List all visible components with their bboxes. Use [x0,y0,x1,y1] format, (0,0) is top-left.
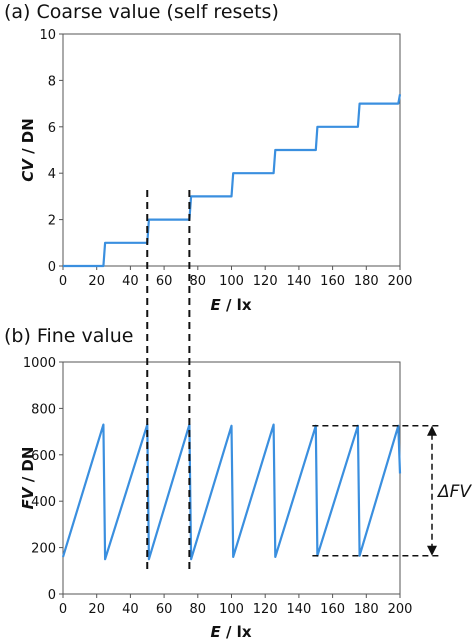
panel-b-x-tick-label: 120 [253,602,278,617]
panel-a-plot-frame [62,33,401,267]
panel-a-x-axis-label: E / lx [211,296,252,314]
panel-b-series [61,423,402,561]
panel-b-x-tick-label: 200 [388,602,413,617]
panel-b-x-axis-label: E / lx [211,623,252,641]
panel-a-x-tick-label: 80 [190,274,207,289]
panel-a-y-tick-label: 4 [48,167,56,182]
panel-b-x-tick-label: 40 [122,602,139,617]
panel-a-y-axis-label-unit: / DN [19,118,37,159]
panel-b-x-tick-label: 140 [286,602,311,617]
delta-fv-label: ΔFV [436,482,472,502]
arrow-up-icon [427,425,437,436]
panel-a-y-tick-label: 8 [48,74,56,89]
panel-b-y-tick-label: 600 [31,449,56,464]
panel-a-x-tick-label: 20 [88,274,105,289]
panel-b-y-tick-label: 400 [31,495,56,510]
panel-a-x-tick-label: 200 [388,274,413,289]
panel-a-y-tick-label: 0 [48,260,56,275]
panel-b-x-tick-label: 0 [59,602,67,617]
panel-b-y-tick-label: 1000 [23,356,56,371]
panel-a-x-tick-label: 180 [354,274,379,289]
panel-b-y-axis-label-var: FV [19,486,37,509]
panel-a-y-ticks: 0 2 4 6 8 10 [39,28,63,275]
panel-a-y-tick-label: 2 [48,214,56,229]
coarse-value-chart: (a) Coarse value (self resets) 0 20 40 60 80… [4,1,412,314]
panel-a-y-tick-label: 10 [39,28,56,43]
panel-b-x-tick-label: 100 [219,602,244,617]
panel-a-x-tick-label: 120 [253,274,278,289]
panel-a-x-axis-label-var: E [211,296,222,314]
panel-b-x-tick-label: 80 [190,602,207,617]
panel-b-y-tick-label: 200 [31,542,56,557]
panel-a-y-axis-label: CV / DN [19,118,37,182]
panel-b-y-tick-label: 0 [48,588,56,603]
panel-a-x-ticks: 0 20 40 60 80 100 120 140 160 180 200 [59,266,413,289]
panel-b-y-ticks: 0 200 400 600 800 1000 [23,356,63,603]
panel-a-x-tick-label: 60 [156,274,173,289]
panel-b-y-tick-label: 800 [31,402,56,417]
panel-b-x-ticks: 0 20 40 60 80 100 120 140 160 180 200 [59,594,413,617]
panel-b-y-axis-label: FV / DN [19,447,37,510]
arrow-down-icon [427,545,437,556]
panel-b-series-line [61,423,402,561]
fine-value-chart: (b) Fine value 0 20 40 60 80 100 120 140 160 180 2… [4,325,472,641]
panel-b-x-tick-label: 160 [320,602,345,617]
panel-a-x-tick-label: 100 [219,274,244,289]
panel-a-series [63,94,402,268]
panel-b-x-tick-label: 60 [156,602,173,617]
panel-b-x-axis-label-unit: / lx [221,623,252,641]
reference-lines [146,190,191,572]
panel-b-title: (b) Fine value [4,325,133,347]
panel-a-title: (a) Coarse value (self resets) [4,1,279,23]
delta-fv-annotation: ΔFV [312,425,472,557]
panel-a-y-tick-label: 6 [48,121,56,136]
panel-a-x-tick-label: 0 [59,274,67,289]
panel-a-y-axis-label-var: CV [19,158,37,182]
panel-a-x-axis-label-unit: / lx [221,296,252,314]
panel-a-series-line [63,94,402,268]
panel-b-x-axis-label-var: E [211,623,222,641]
panel-b-x-tick-label: 20 [88,602,105,617]
panel-a-x-tick-label: 40 [122,274,139,289]
panel-b-y-axis-label-unit: / DN [19,447,37,488]
panel-b-x-tick-label: 180 [354,602,379,617]
panel-a-x-tick-label: 140 [286,274,311,289]
panel-a-x-tick-label: 160 [320,274,345,289]
